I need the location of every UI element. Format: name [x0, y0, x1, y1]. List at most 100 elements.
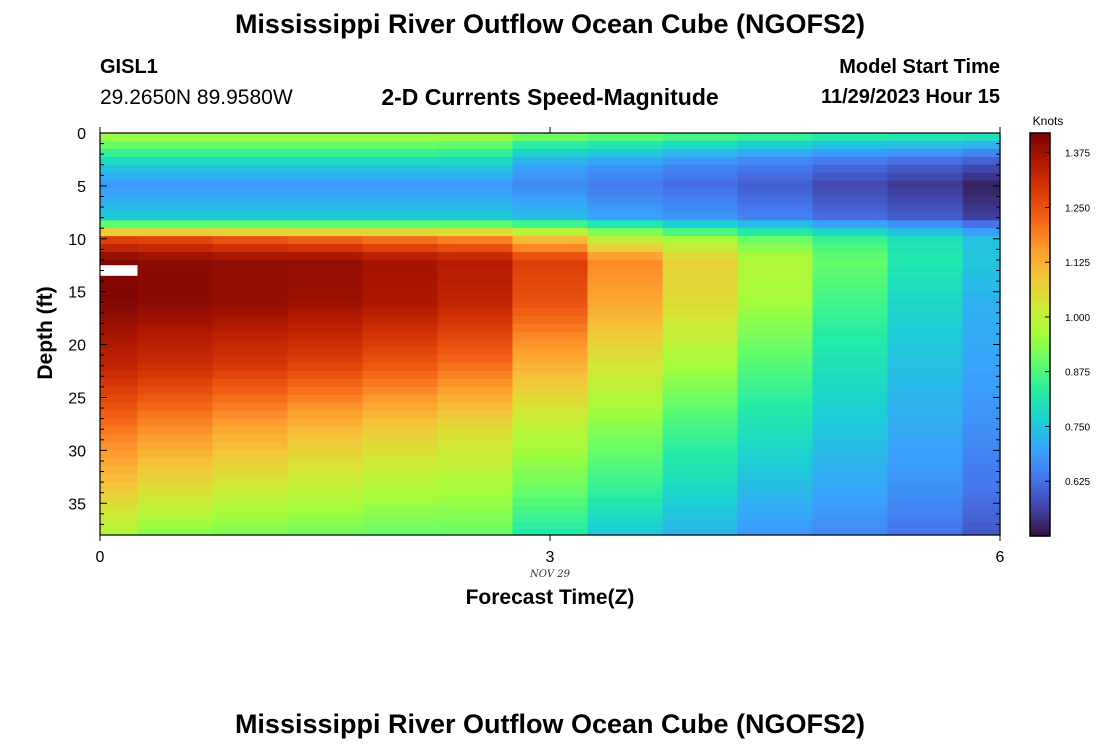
heatmap-cell: [662, 347, 739, 356]
heatmap-cell: [287, 410, 364, 420]
heatmap-cell: [887, 363, 964, 372]
x-tick-label: 3: [546, 549, 555, 566]
heatmap-cell: [587, 252, 664, 261]
heatmap-cell: [287, 307, 364, 317]
heatmap-cell: [212, 386, 289, 396]
heatmap-cell: [737, 442, 814, 451]
heatmap-cell: [137, 236, 214, 245]
heatmap-cell: [812, 505, 889, 515]
heatmap-cell: [962, 140, 1001, 150]
heatmap-cell: [287, 212, 364, 221]
heatmap-cell: [512, 505, 589, 515]
heatmap-cell: [100, 490, 139, 499]
heatmap-cell: [137, 140, 214, 150]
heatmap-cell: [962, 450, 1001, 459]
heatmap-cell: [137, 529, 214, 536]
heatmap-cell: [662, 490, 739, 499]
heatmap-cell: [962, 133, 1001, 142]
heatmap-cell: [812, 474, 889, 483]
heatmap-cell: [662, 133, 739, 142]
colorbar-swatch: [1030, 405, 1050, 409]
heatmap-cell: [962, 275, 1001, 285]
heatmap-cell: [812, 220, 889, 229]
heatmap-cell: [512, 402, 589, 412]
heatmap-cell: [887, 402, 964, 412]
heatmap-cell: [587, 180, 664, 190]
heatmap-cell: [587, 212, 664, 221]
heatmap-cell: [812, 212, 889, 221]
heatmap-cell: [662, 188, 739, 198]
heatmap-cell: [512, 442, 589, 451]
heatmap-cell: [437, 275, 514, 285]
heatmap-cell: [587, 386, 664, 396]
colorbar-swatch: [1030, 512, 1050, 517]
heatmap-cell: [587, 497, 664, 507]
heatmap-cell: [587, 188, 664, 198]
heatmap-cell: [662, 275, 739, 285]
heatmap-cell: [512, 529, 589, 536]
heatmap-cell: [887, 212, 964, 221]
heatmap-cell: [137, 244, 214, 253]
heatmap-cell: [437, 450, 514, 459]
heatmap-cell: [587, 315, 664, 325]
heatmap-cell: [587, 466, 664, 475]
colorbar-swatch: [1030, 270, 1050, 275]
heatmap-cell: [512, 228, 589, 237]
colorbar-swatch: [1030, 495, 1050, 500]
heatmap-cell: [812, 259, 889, 269]
heatmap-cell: [737, 418, 814, 428]
heatmap-cell: [362, 259, 439, 269]
heatmap-cell: [287, 275, 364, 285]
heatmap-cell: [287, 490, 364, 499]
heatmap-cell: [662, 148, 739, 158]
heatmap-cell: [887, 204, 964, 213]
colorbar-swatch: [1030, 227, 1050, 231]
heatmap-cell: [737, 180, 814, 190]
y-tick-label: 5: [77, 179, 86, 196]
y-tick-label: 0: [77, 126, 86, 143]
colorbar-swatch: [1030, 337, 1050, 342]
heatmap-cell: [962, 394, 1001, 404]
heatmap-cell: [100, 394, 139, 404]
colorbar-swatch: [1030, 223, 1050, 228]
x-tick-label: 0: [96, 549, 105, 566]
heatmap-cell: [662, 466, 739, 475]
heatmap-cell: [362, 244, 439, 253]
heatmap-cell: [812, 371, 889, 380]
heatmap-cell: [587, 339, 664, 348]
heatmap-cell: [887, 371, 964, 380]
heatmap-cell: [287, 156, 364, 166]
colorbar: [1030, 133, 1050, 537]
heatmap-cell: [137, 307, 214, 317]
colorbar-swatch: [1030, 284, 1050, 289]
heatmap-cell: [437, 220, 514, 229]
heatmap-cell: [212, 529, 289, 536]
heatmap-cell: [812, 386, 889, 396]
heatmap-cell: [737, 236, 814, 245]
heatmap-cell: [437, 315, 514, 325]
heatmap-cell: [437, 259, 514, 269]
heatmap-cell: [737, 410, 814, 420]
heatmap-cell: [512, 347, 589, 356]
colorbar-swatch: [1030, 505, 1050, 510]
heatmap-cell: [362, 434, 439, 444]
colorbar-tick-label: 1.000: [1065, 313, 1090, 324]
heatmap-cell: [887, 347, 964, 356]
colorbar-swatch: [1030, 351, 1050, 356]
heatmap-cell: [737, 315, 814, 325]
heatmap-cell: [812, 434, 889, 444]
heatmap-cell: [587, 283, 664, 293]
heatmap-cell: [100, 228, 139, 237]
heatmap-cell: [962, 172, 1001, 182]
heatmap-cell: [212, 418, 289, 428]
heatmap-cell: [962, 228, 1001, 237]
heatmap-cell: [737, 244, 814, 253]
heatmap-cell: [887, 259, 964, 269]
heatmap-cell: [662, 244, 739, 253]
heatmap-cell: [100, 164, 139, 174]
heatmap-cell: [887, 458, 964, 467]
heatmap-cell: [812, 378, 889, 388]
colorbar-swatch: [1030, 294, 1050, 299]
heatmap-cell: [137, 378, 214, 388]
